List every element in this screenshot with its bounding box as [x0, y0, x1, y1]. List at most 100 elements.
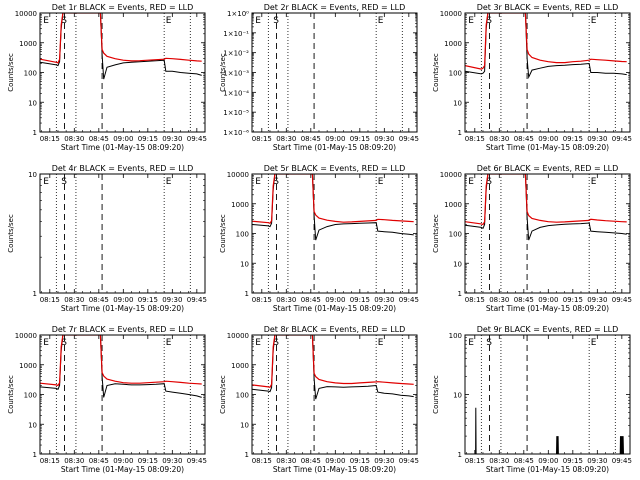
events-series-line	[465, 407, 624, 454]
marker-letter: E	[255, 16, 261, 26]
y-tick-label: 1×10⁻²	[223, 50, 249, 58]
panel-title: Det 9r BLACK = Events, RED = LLD	[477, 325, 619, 334]
y-tick-label: 1000	[19, 362, 37, 370]
panel-title: Det 3r BLACK = Events, RED = LLD	[477, 3, 619, 12]
y-tick-label: 100	[236, 392, 249, 400]
y-tick-label: 10	[28, 171, 37, 179]
x-tick-label: 08:15	[465, 135, 485, 143]
x-tick-label: 09:00	[113, 296, 133, 304]
panel-title: Det 6r BLACK = Events, RED = LLD	[477, 164, 619, 173]
x-tick-label: 09:45	[399, 135, 419, 143]
y-tick-label: 100	[449, 332, 462, 340]
marker-letter: E	[255, 338, 261, 348]
y-tick-label: 100	[236, 231, 249, 239]
x-tick-label: 09:30	[162, 457, 182, 465]
lld-series-line	[252, 174, 414, 225]
panel-title: Det 8r BLACK = Events, RED = LLD	[264, 325, 406, 334]
y-tick-label: 1	[33, 451, 37, 459]
y-tick-label: 1	[245, 290, 249, 298]
x-tick-label: 08:15	[40, 296, 60, 304]
y-tick-label: 1×10⁻⁴	[223, 89, 249, 97]
x-tick-label: 08:45	[89, 135, 109, 143]
x-tick-label: 08:15	[40, 457, 60, 465]
y-tick-label: 1	[33, 290, 37, 298]
series-layer	[465, 174, 627, 241]
x-tick-label: 09:15	[563, 135, 583, 143]
marker-letter: E	[43, 177, 49, 187]
y-tick-label: 10	[240, 260, 249, 268]
x-tick-label: 08:15	[252, 457, 272, 465]
x-tick-label: 09:15	[350, 296, 370, 304]
x-tick-label: 08:30	[489, 296, 509, 304]
y-tick-label: 10000	[227, 171, 249, 179]
marker-letter: S	[61, 16, 67, 26]
detector-panel: Det 1r BLACK = Events, RED = LLD 1 10 100 10…	[7, 3, 207, 152]
lld-series-line	[40, 335, 202, 387]
detector-panel: Det 2r BLACK = Events, RED = LLD 1×10⁰ 1×1…	[219, 3, 419, 152]
x-tick-label: 09:00	[325, 135, 345, 143]
detector-panel: Det 3r BLACK = Events, RED = LLD 1 10 100 10…	[432, 3, 632, 152]
y-tick-label: 10000	[227, 332, 249, 340]
series-layer	[252, 335, 414, 400]
y-tick-label: 10000	[440, 171, 462, 179]
marker-letter: S	[273, 16, 279, 26]
y-tick-label: 10	[240, 421, 249, 429]
marker-letter: S	[486, 338, 492, 348]
x-axis-label: Start Time (01-May-15 08:09:20)	[486, 465, 609, 474]
marker-letter: E	[468, 177, 474, 187]
x-tick-label: 09:30	[374, 457, 394, 465]
x-tick-label: 08:30	[276, 296, 296, 304]
x-tick-label: 09:45	[399, 457, 419, 465]
marker-letter: S	[486, 177, 492, 187]
y-tick-label: 1×10⁻³	[223, 70, 249, 78]
y-axis-label: Counts/sec	[7, 375, 15, 414]
y-axis-label: Counts/sec	[7, 214, 15, 253]
x-tick-label: 09:15	[350, 135, 370, 143]
x-tick-label: 09:30	[587, 135, 607, 143]
y-tick-label: 10	[453, 99, 462, 107]
x-tick-label: 09:30	[162, 296, 182, 304]
x-tick-label: 08:15	[40, 135, 60, 143]
x-tick-label: 08:30	[64, 135, 84, 143]
plot-frame	[39, 334, 206, 455]
x-tick-label: 08:15	[252, 135, 272, 143]
x-tick-label: 09:00	[538, 457, 558, 465]
y-tick-label: 1000	[19, 40, 37, 48]
series-layer	[252, 174, 414, 241]
x-tick-label: 09:45	[399, 296, 419, 304]
panel-title: Det 5r BLACK = Events, RED = LLD	[264, 164, 406, 173]
marker-letter: E	[378, 338, 384, 348]
x-tick-label: 08:15	[252, 296, 272, 304]
marker-letter: E	[591, 338, 597, 348]
marker-letter: E	[591, 16, 597, 26]
marker-letter: E	[378, 16, 384, 26]
x-tick-label: 09:00	[325, 296, 345, 304]
x-tick-label: 08:45	[514, 135, 534, 143]
marker-letter: E	[255, 177, 261, 187]
x-tick-label: 08:45	[514, 296, 534, 304]
y-axis-label: Counts/sec	[432, 214, 440, 253]
marker-letter: S	[486, 16, 492, 26]
panel-title: Det 1r BLACK = Events, RED = LLD	[52, 3, 194, 12]
y-tick-label: 1000	[444, 40, 462, 48]
y-tick-label: 100	[449, 70, 462, 78]
y-tick-label: 1×10⁰	[227, 10, 249, 18]
detector-panel: Det 9r BLACK = Events, RED = LLD 1 10 100 08…	[432, 325, 632, 474]
detector-panel: Det 7r BLACK = Events, RED = LLD 1 10 100 10…	[7, 325, 207, 474]
y-axis-label: Counts/sec	[219, 53, 227, 92]
x-axis-label: Start Time (01-May-15 08:09:20)	[61, 304, 184, 313]
x-tick-label: 09:00	[325, 457, 345, 465]
x-axis-label: Start Time (01-May-15 08:09:20)	[486, 304, 609, 313]
lld-series-line	[40, 13, 202, 64]
marker-letter: E	[468, 338, 474, 348]
x-axis-label: Start Time (01-May-15 08:09:20)	[61, 143, 184, 152]
panel-title: Det 4r BLACK = Events, RED = LLD	[52, 164, 194, 173]
lld-series-line	[465, 13, 627, 70]
x-tick-label: 09:45	[187, 457, 207, 465]
x-tick-label: 08:45	[89, 296, 109, 304]
y-tick-label: 1×10⁻⁵	[223, 109, 249, 117]
y-axis-label: Counts/sec	[7, 53, 15, 92]
x-tick-label: 09:45	[612, 457, 632, 465]
y-axis-label: Counts/sec	[432, 375, 440, 414]
series-layer	[40, 13, 202, 80]
